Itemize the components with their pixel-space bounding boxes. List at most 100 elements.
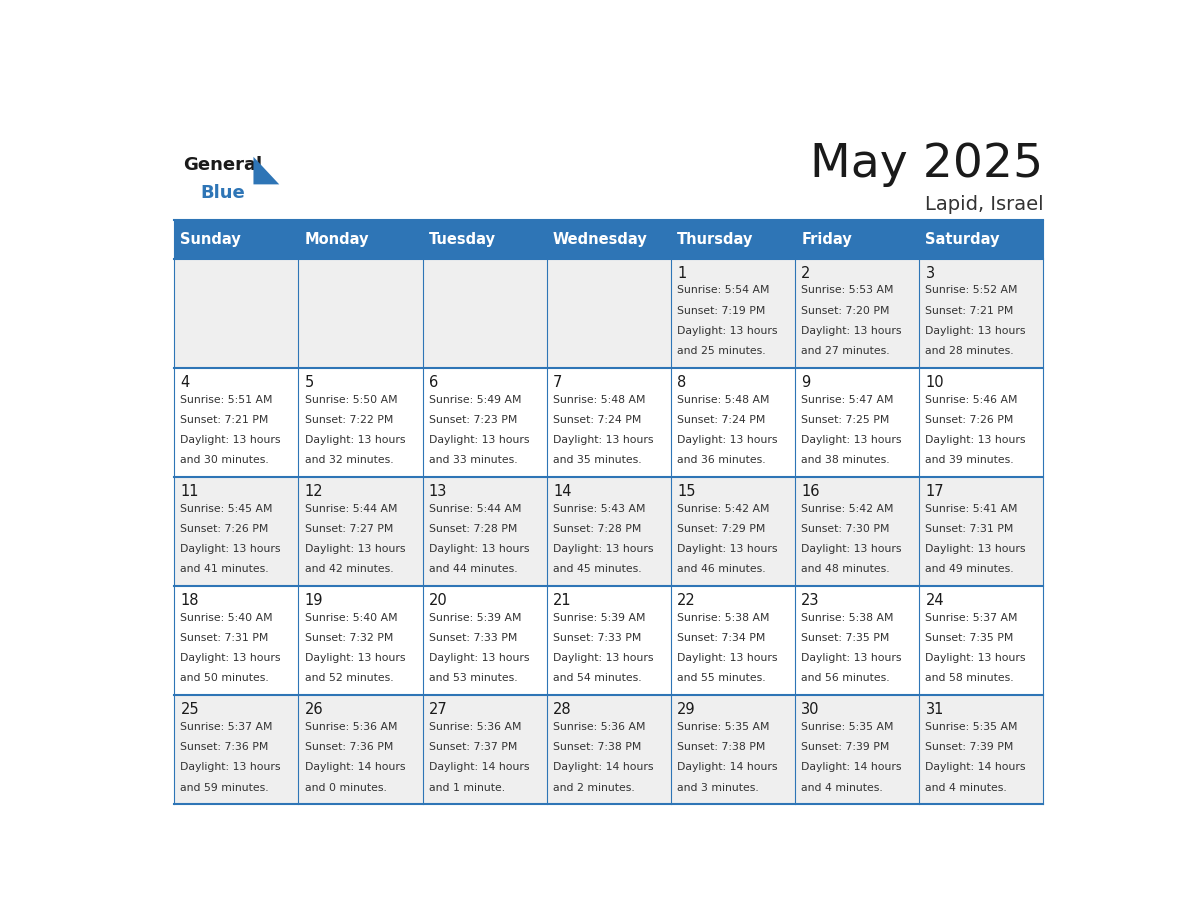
Text: Sunrise: 5:35 AM: Sunrise: 5:35 AM (677, 722, 770, 732)
Text: Daylight: 13 hours: Daylight: 13 hours (925, 654, 1026, 664)
Text: Sunset: 7:23 PM: Sunset: 7:23 PM (429, 415, 517, 425)
Text: 30: 30 (801, 702, 820, 717)
Polygon shape (253, 157, 279, 185)
Text: and 0 minutes.: and 0 minutes. (304, 782, 386, 792)
Bar (546, 586, 671, 695)
Text: and 56 minutes.: and 56 minutes. (801, 674, 890, 684)
Text: Sunset: 7:27 PM: Sunset: 7:27 PM (304, 524, 393, 534)
Text: Sunset: 7:35 PM: Sunset: 7:35 PM (925, 633, 1013, 644)
Text: Sunset: 7:32 PM: Sunset: 7:32 PM (304, 633, 393, 644)
Bar (423, 695, 546, 804)
Bar (546, 476, 671, 586)
Bar (920, 586, 1043, 695)
Text: 8: 8 (677, 375, 687, 390)
Text: Sunset: 7:37 PM: Sunset: 7:37 PM (429, 743, 517, 752)
Text: Blue: Blue (200, 185, 245, 202)
Text: Sunrise: 5:41 AM: Sunrise: 5:41 AM (925, 504, 1018, 514)
Text: Sunset: 7:31 PM: Sunset: 7:31 PM (925, 524, 1013, 534)
Bar (795, 476, 920, 586)
Text: Sunset: 7:26 PM: Sunset: 7:26 PM (181, 524, 268, 534)
Bar (546, 259, 671, 368)
Text: Monday: Monday (304, 231, 369, 247)
Text: Sunset: 7:39 PM: Sunset: 7:39 PM (801, 743, 890, 752)
Bar (671, 368, 795, 476)
Bar (546, 219, 671, 259)
Bar (423, 368, 546, 476)
Text: Sunset: 7:26 PM: Sunset: 7:26 PM (925, 415, 1013, 425)
Text: Sunrise: 5:36 AM: Sunrise: 5:36 AM (552, 722, 645, 732)
Text: and 39 minutes.: and 39 minutes. (925, 455, 1015, 465)
Bar (546, 368, 671, 476)
Text: and 46 minutes.: and 46 minutes. (677, 565, 766, 575)
Bar (920, 476, 1043, 586)
Text: Sunrise: 5:37 AM: Sunrise: 5:37 AM (925, 613, 1018, 623)
Text: Sunset: 7:34 PM: Sunset: 7:34 PM (677, 633, 765, 644)
Bar (920, 368, 1043, 476)
Text: and 4 minutes.: and 4 minutes. (925, 782, 1007, 792)
Text: and 2 minutes.: and 2 minutes. (552, 782, 634, 792)
Text: Daylight: 14 hours: Daylight: 14 hours (304, 763, 405, 772)
Text: and 3 minutes.: and 3 minutes. (677, 782, 759, 792)
Text: 19: 19 (304, 593, 323, 608)
Text: Sunrise: 5:40 AM: Sunrise: 5:40 AM (304, 613, 397, 623)
Text: Sunrise: 5:38 AM: Sunrise: 5:38 AM (677, 613, 770, 623)
Bar (671, 219, 795, 259)
Text: Sunset: 7:29 PM: Sunset: 7:29 PM (677, 524, 765, 534)
Text: Daylight: 13 hours: Daylight: 13 hours (429, 544, 530, 554)
Text: Sunrise: 5:44 AM: Sunrise: 5:44 AM (304, 504, 397, 514)
Bar (298, 259, 423, 368)
Bar (298, 695, 423, 804)
Text: and 36 minutes.: and 36 minutes. (677, 455, 766, 465)
Bar (671, 586, 795, 695)
Text: Daylight: 13 hours: Daylight: 13 hours (181, 544, 282, 554)
Text: Sunset: 7:21 PM: Sunset: 7:21 PM (925, 306, 1013, 316)
Text: Sunrise: 5:48 AM: Sunrise: 5:48 AM (677, 395, 770, 405)
Text: Sunrise: 5:38 AM: Sunrise: 5:38 AM (801, 613, 893, 623)
Text: Sunset: 7:35 PM: Sunset: 7:35 PM (801, 633, 890, 644)
Bar (175, 586, 298, 695)
Text: and 58 minutes.: and 58 minutes. (925, 674, 1015, 684)
Bar (298, 219, 423, 259)
Text: 11: 11 (181, 484, 198, 499)
Text: Daylight: 13 hours: Daylight: 13 hours (925, 544, 1026, 554)
Bar (423, 476, 546, 586)
Text: 3: 3 (925, 265, 935, 281)
Text: Sunset: 7:36 PM: Sunset: 7:36 PM (304, 743, 393, 752)
Text: Sunrise: 5:36 AM: Sunrise: 5:36 AM (304, 722, 397, 732)
Text: Sunrise: 5:54 AM: Sunrise: 5:54 AM (677, 285, 770, 296)
Bar (920, 219, 1043, 259)
Text: 22: 22 (677, 593, 696, 608)
Text: 13: 13 (429, 484, 447, 499)
Text: Daylight: 13 hours: Daylight: 13 hours (181, 435, 282, 445)
Bar (671, 259, 795, 368)
Text: Sunrise: 5:39 AM: Sunrise: 5:39 AM (429, 613, 522, 623)
Text: 4: 4 (181, 375, 190, 390)
Text: and 45 minutes.: and 45 minutes. (552, 565, 642, 575)
Bar (298, 368, 423, 476)
Text: Daylight: 13 hours: Daylight: 13 hours (181, 654, 282, 664)
Text: Daylight: 13 hours: Daylight: 13 hours (677, 654, 778, 664)
Text: Sunset: 7:33 PM: Sunset: 7:33 PM (429, 633, 517, 644)
Text: 14: 14 (552, 484, 571, 499)
Text: Daylight: 13 hours: Daylight: 13 hours (677, 326, 778, 336)
Text: May 2025: May 2025 (810, 142, 1043, 187)
Bar (175, 476, 298, 586)
Text: Wednesday: Wednesday (552, 231, 647, 247)
Text: 10: 10 (925, 375, 944, 390)
Text: Sunrise: 5:35 AM: Sunrise: 5:35 AM (801, 722, 893, 732)
Text: and 53 minutes.: and 53 minutes. (429, 674, 518, 684)
Text: Sunrise: 5:51 AM: Sunrise: 5:51 AM (181, 395, 273, 405)
Text: Sunset: 7:30 PM: Sunset: 7:30 PM (801, 524, 890, 534)
Bar (795, 368, 920, 476)
Text: Daylight: 13 hours: Daylight: 13 hours (801, 544, 902, 554)
Text: and 41 minutes.: and 41 minutes. (181, 565, 270, 575)
Text: Sunrise: 5:48 AM: Sunrise: 5:48 AM (552, 395, 645, 405)
Text: Daylight: 14 hours: Daylight: 14 hours (677, 763, 778, 772)
Text: Daylight: 14 hours: Daylight: 14 hours (801, 763, 902, 772)
Text: 24: 24 (925, 593, 944, 608)
Text: Sunday: Sunday (181, 231, 241, 247)
Text: Daylight: 13 hours: Daylight: 13 hours (801, 326, 902, 336)
Text: Sunset: 7:39 PM: Sunset: 7:39 PM (925, 743, 1013, 752)
Text: 5: 5 (304, 375, 314, 390)
Text: Sunset: 7:20 PM: Sunset: 7:20 PM (801, 306, 890, 316)
